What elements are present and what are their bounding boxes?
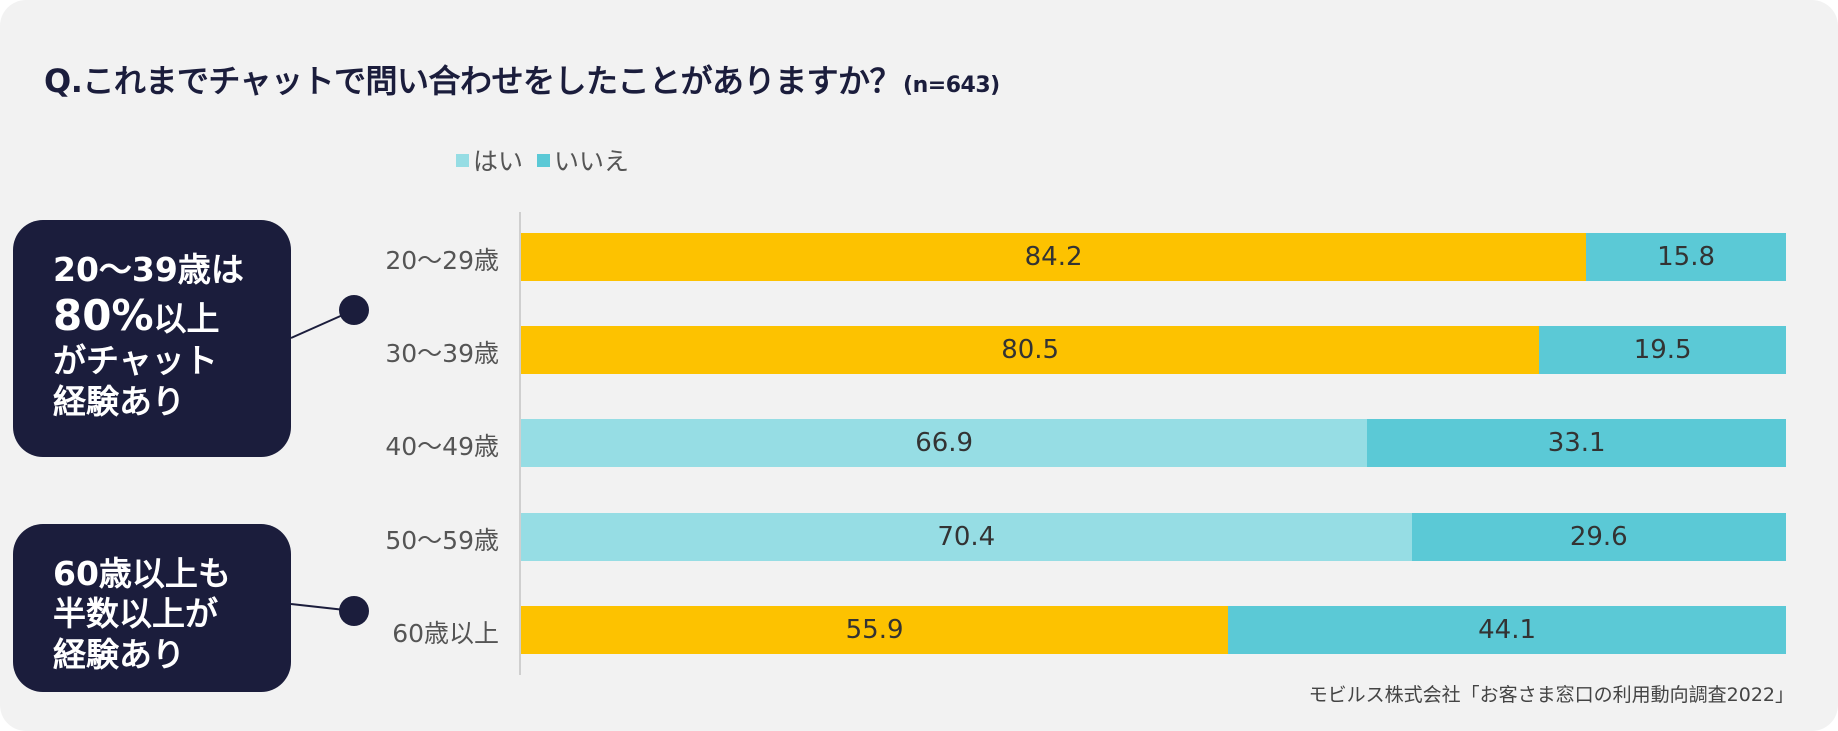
legend-item-no: いいえ <box>537 142 629 178</box>
callout-top-line1: 20〜39歳は <box>53 250 244 289</box>
data-label: 66.9 <box>915 428 974 459</box>
data-label: 15.8 <box>1657 242 1715 272</box>
connector-dot-bottom <box>339 596 369 626</box>
legend-swatch-yes <box>456 153 469 167</box>
callout-top-percent: 80% <box>53 291 154 341</box>
category-label: 60歳以上 <box>392 618 499 648</box>
bar-row: 66.9 33.1 <box>521 419 1786 468</box>
callout-bottom-line1: 60歳以上も <box>53 554 231 593</box>
legend-label-yes: はい <box>473 147 524 176</box>
data-label: 44.1 <box>1478 614 1536 645</box>
callout-top-line2: 80%以上 <box>53 290 291 341</box>
legend-item-yes: はい <box>456 142 523 178</box>
title-question: Q.これまでチャットで問い合わせをしたことがありますか？ <box>44 62 902 100</box>
callout-bottom-line3: 経験あり <box>53 634 185 674</box>
callout-bottom-line2: 半数以上が <box>53 594 218 634</box>
bar-row: 70.4 29.6 <box>521 512 1786 561</box>
category-axis-line <box>519 212 521 675</box>
data-label: 55.9 <box>845 614 904 645</box>
category-label: 20〜29歳 <box>385 246 499 275</box>
callout-top-line4: 経験あり <box>53 381 185 421</box>
bar-no: 29.6 <box>1411 512 1786 561</box>
data-label: 29.6 <box>1569 521 1628 552</box>
bar-no: 15.8 <box>1586 233 1786 281</box>
bar-no: 33.1 <box>1367 419 1786 468</box>
source-credit: モビルス株式会社「お客さま窓口の利用動向調査2022」 <box>1308 684 1794 706</box>
bar-yes: 70.4 <box>521 512 1412 561</box>
bar-yes: 66.9 <box>521 419 1368 468</box>
bar-yes: 80.5 <box>521 326 1540 375</box>
chart-title: Q.これまでチャットで問い合わせをしたことがありますか？(n=643) <box>44 56 1000 102</box>
bar-row: 55.9 44.1 <box>521 605 1786 654</box>
callout-top-suffix: 以上 <box>153 299 220 339</box>
data-label: 19.5 <box>1633 335 1692 366</box>
callout-bottom: 60歳以上も 半数以上が 経験あり <box>13 524 291 692</box>
sample-size: (n=643) <box>903 73 1000 98</box>
legend: はい いいえ <box>456 142 629 178</box>
legend-label-no: いいえ <box>554 147 630 176</box>
legend-swatch-no <box>537 153 551 167</box>
category-label: 50〜59歳 <box>385 525 499 555</box>
bar-no: 19.5 <box>1539 326 1786 375</box>
bar-yes: 55.9 <box>521 605 1229 654</box>
category-label: 40〜49歳 <box>385 432 499 462</box>
bar-yes: 84.2 <box>521 233 1587 281</box>
connector-dot-top <box>339 295 369 325</box>
data-label: 84.2 <box>1024 242 1083 272</box>
bar-row: 80.5 19.5 <box>521 326 1786 375</box>
category-label: 30〜39歳 <box>385 339 499 369</box>
data-label: 33.1 <box>1547 428 1606 459</box>
callout-top: 20〜39歳は 80%以上 がチャット 経験あり <box>13 220 291 457</box>
bar-no: 44.1 <box>1228 605 1786 654</box>
data-label: 70.4 <box>937 521 996 552</box>
bar-row: 84.2 15.8 <box>521 233 1786 281</box>
data-label: 80.5 <box>1001 335 1060 366</box>
callout-top-line3: がチャット <box>53 341 218 381</box>
